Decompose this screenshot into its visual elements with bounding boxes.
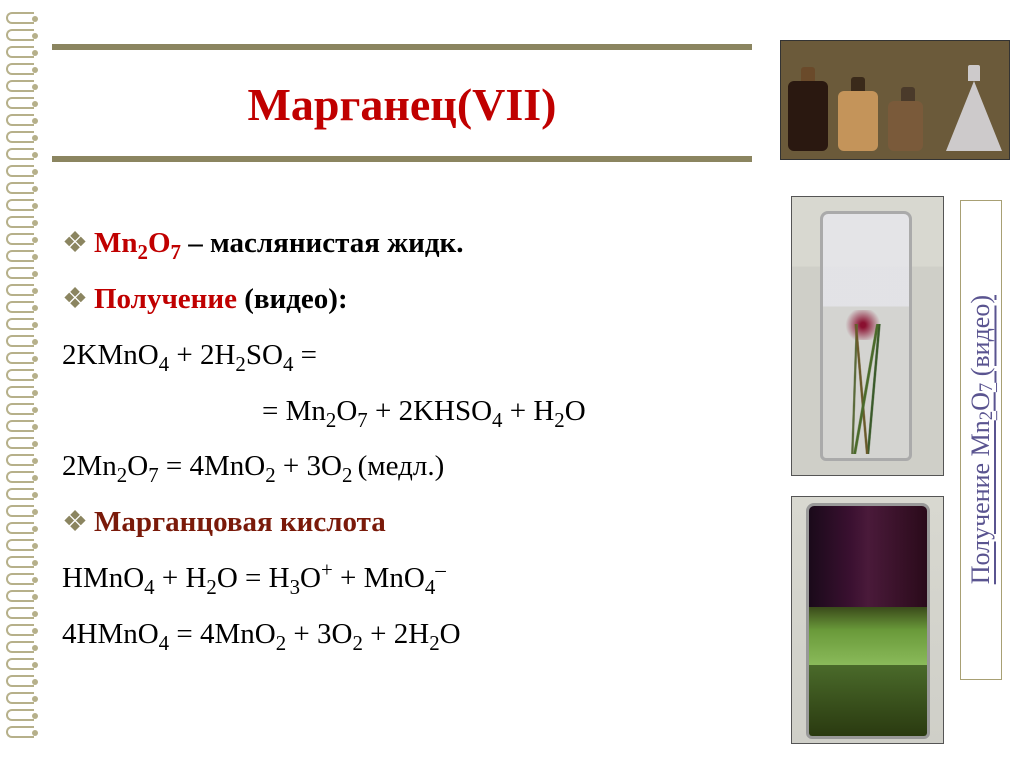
line-preparation-label: ❖Получение (видео): xyxy=(62,276,742,324)
line-permanganic-acid: ❖Марганцовая кислота xyxy=(62,499,742,547)
video-link-box[interactable]: Получение Mn2O7 (видео) xyxy=(960,200,1002,680)
equation-1b: = Mn2O7 + 2KHSO4 + H2O xyxy=(62,388,742,436)
bullet-icon: ❖ xyxy=(62,506,88,538)
reaction-cylinder-photo xyxy=(791,196,944,476)
bottle-icon xyxy=(788,67,828,151)
title-rule-top xyxy=(52,44,752,50)
bottle-icon xyxy=(838,77,878,151)
equation-1a: 2KMnO4 + 2H2SO4 = xyxy=(62,332,742,380)
cylinder-icon xyxy=(820,211,912,461)
line-mn2o7-desc: ❖Mn2O7 – маслянистая жидк. xyxy=(62,220,742,268)
title-rule-bottom xyxy=(52,156,752,162)
cylinder-icon xyxy=(806,503,930,739)
spiral-binding xyxy=(6,12,36,752)
bullet-icon: ❖ xyxy=(62,283,88,315)
layers-cylinder-photo xyxy=(791,496,944,744)
bullet-icon: ❖ xyxy=(62,227,88,259)
bottle-icon xyxy=(888,87,928,151)
equation-4: 4HMnO4 = 4MnO2 + 3O2 + 2H2O xyxy=(62,611,742,659)
video-link-label: Получение Mn2O7 (видео) xyxy=(966,295,996,584)
equation-2: 2Mn2O7 = 4MnO2 + 3O2 (медл.) xyxy=(62,443,742,491)
flask-icon xyxy=(946,81,1002,151)
equation-3: HMnO4 + H2O = H3O+ + MnO4– xyxy=(62,555,742,603)
slide-title: Марганец(VII) xyxy=(52,78,752,131)
chemistry-bottles-photo xyxy=(780,40,1010,160)
slide-body: ❖Mn2O7 – маслянистая жидк. ❖Получение (в… xyxy=(62,220,742,667)
